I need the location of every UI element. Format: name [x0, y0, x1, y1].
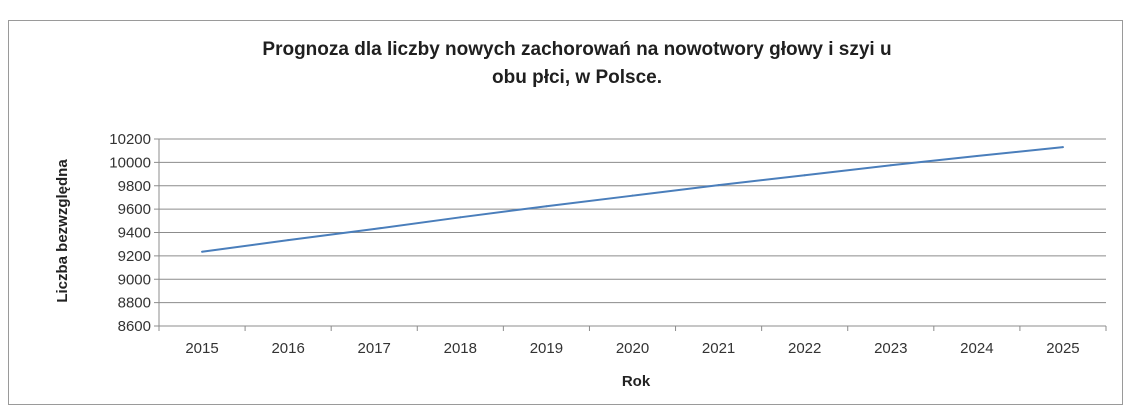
y-tick-label: 10000 [109, 154, 151, 171]
data-point [373, 227, 376, 230]
x-tick-label: 2023 [874, 340, 907, 357]
data-point [975, 154, 978, 157]
chart-title-line-2: obu płci, w Polsce. [492, 67, 662, 88]
x-tick-label: 2020 [616, 340, 649, 357]
x-tick-label: 2019 [530, 340, 563, 357]
x-tick-label: 2021 [702, 340, 735, 357]
y-tick-label: 9800 [118, 178, 151, 195]
y-tick-label: 9600 [118, 201, 151, 218]
x-tick-label: 2022 [788, 340, 821, 357]
x-tick-label: 2016 [271, 340, 304, 357]
data-point [459, 216, 462, 219]
y-tick-label: 9200 [118, 248, 151, 265]
data-point [803, 174, 806, 177]
x-tick-label: 2018 [444, 340, 477, 357]
x-tick-label: 2025 [1046, 340, 1079, 357]
data-point [545, 205, 548, 208]
y-tick-labels: 8600 8800 9000 9200 9400 9600 9800 10000 10200 [109, 131, 151, 335]
data-point [889, 164, 892, 167]
chart-container: Prognoza dla liczby nowych zachorowań na… [8, 20, 1123, 405]
x-tick-label: 2017 [358, 340, 391, 357]
data-point [287, 239, 290, 242]
y-tick-label: 8800 [118, 295, 151, 312]
y-tick-label: 8600 [118, 318, 151, 335]
data-point [201, 250, 204, 253]
y-tick-label: 9400 [118, 225, 151, 242]
y-tick-label: 9000 [118, 271, 151, 288]
x-tick-label: 2024 [960, 340, 993, 357]
chart-title-line-1: Prognoza dla liczby nowych zachorowań na… [262, 39, 891, 60]
x-tick-labels: 2015 2016 2017 2018 2019 2020 2021 2022 2023 2024… [185, 340, 1079, 357]
x-tick-label: 2015 [185, 340, 218, 357]
data-point [717, 184, 720, 187]
gridlines [159, 138, 1106, 304]
y-axis-title: Liczba bezwzględna [54, 159, 71, 303]
line-chart: Prognoza dla liczby nowych zachorowań na… [54, 39, 1107, 390]
y-tick-label: 10200 [109, 131, 151, 148]
data-point [631, 194, 634, 197]
axes [154, 138, 1107, 331]
data-point [1061, 146, 1064, 149]
series-layer [201, 146, 1064, 253]
x-axis-title: Rok [622, 373, 651, 390]
